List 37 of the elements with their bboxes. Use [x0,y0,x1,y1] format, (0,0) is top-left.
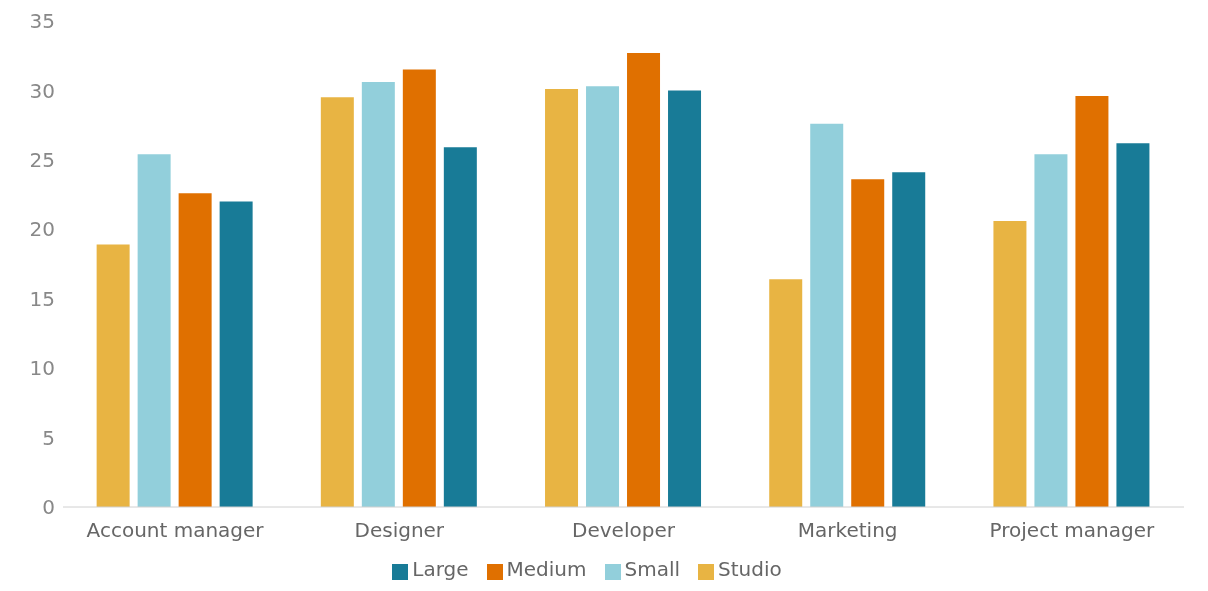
bar [96,244,130,507]
bar [627,52,661,507]
bar [320,97,354,507]
bar [1075,95,1109,507]
bar [1116,143,1150,507]
x-tick-label: Developer [572,518,676,543]
bar [892,172,926,507]
bar [586,86,620,507]
bar [1034,154,1068,507]
bar [137,154,171,507]
legend-label: Large [412,557,469,581]
y-tick-label: 30 [29,78,55,103]
y-tick-label: 15 [29,286,55,311]
y-tick-label: 0 [42,495,55,520]
x-tick-label: Marketing [797,518,898,543]
bar [178,193,212,507]
legend-label: Medium [506,557,587,581]
bar [851,179,885,507]
bar [769,279,803,507]
legend-label: Studio [718,557,782,581]
bar [668,90,702,507]
y-tick-label: 35 [29,9,55,34]
bar [443,147,477,507]
bar [993,220,1027,507]
y-tick-label: 20 [29,217,55,242]
bar [361,82,395,507]
y-tick-label: 5 [42,425,55,450]
bar [219,201,253,507]
bar [810,123,844,507]
y-tick-label: 25 [29,147,55,172]
bar [402,69,436,507]
x-tick-label: Designer [354,518,445,543]
legend-label: Small [624,557,681,581]
y-tick-label: 10 [29,356,55,381]
x-tick-label: Account manager [86,518,265,543]
bar [545,89,579,507]
x-tick-label: Project manager [989,518,1156,543]
